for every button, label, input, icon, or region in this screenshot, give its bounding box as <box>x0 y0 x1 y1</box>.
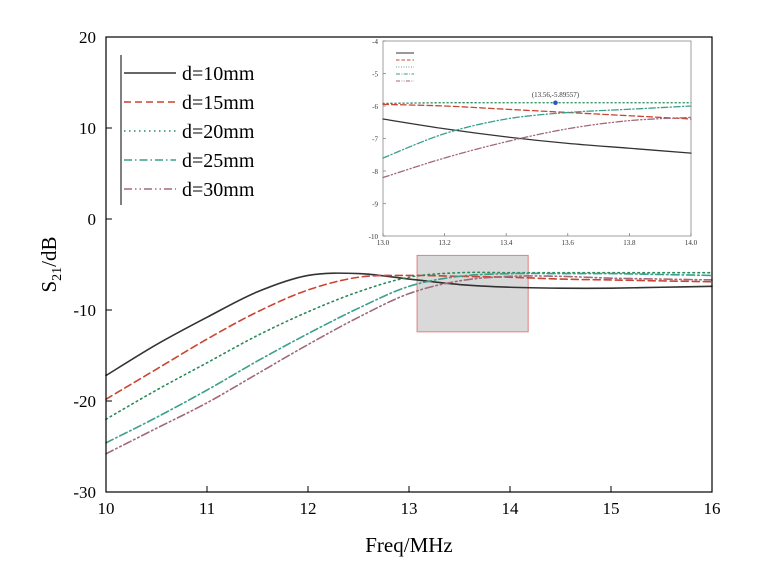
main-plot: 10 11 12 13 14 15 16 -30 -20 -10 0 10 20 Freq/MHz S21/… <box>37 28 721 557</box>
y-tick-label: 10 <box>79 119 96 138</box>
inset-series-line-4 <box>382 105 692 159</box>
inset-series-line-1 <box>382 118 692 154</box>
legend-label: d=30mm <box>182 179 255 201</box>
x-axis-label: Freq/MHz <box>365 533 453 557</box>
inset-series-line-2 <box>382 103 692 120</box>
x-tick-label: 11 <box>199 499 215 518</box>
inset-x-tick-label: 14.0 <box>685 239 698 247</box>
legend-label: d=20mm <box>182 121 255 143</box>
inset-series-line-3 <box>382 102 692 105</box>
x-tick-label: 10 <box>98 499 115 518</box>
inset-x-tick-label: 13.4 <box>500 239 513 247</box>
y-tick-label: -30 <box>73 483 96 502</box>
y-tick-label: -10 <box>73 301 96 320</box>
x-tick-label: 14 <box>502 499 520 518</box>
inset-y-tick-label: -6 <box>372 103 378 111</box>
legend: d=10mm d=15mm d=20mm d=25mm d=30mm <box>120 55 255 205</box>
x-tick-label: 13 <box>401 499 418 518</box>
inset-x-tick-label: 13.2 <box>438 239 451 247</box>
inset-x-tick-label: 13.6 <box>562 239 575 247</box>
inset-y-tick-label: -5 <box>372 71 378 79</box>
inset-frame <box>382 40 692 237</box>
legend-label: d=10mm <box>182 63 255 85</box>
inset-y-tick-label: -9 <box>372 201 378 209</box>
x-tick-label: 16 <box>704 499 721 518</box>
series-line-1 <box>105 272 713 377</box>
y-tick-label: -20 <box>73 392 96 411</box>
inset-x-tick-label: 13.0 <box>377 239 390 247</box>
legend-label: d=25mm <box>182 150 255 172</box>
series-line-2 <box>105 274 713 400</box>
inset-annotation-label: (13.56,-5.89557) <box>532 91 580 99</box>
inset-plot: 13.0 13.2 13.4 13.6 13.8 14.0 -4 -5 -6 -7 -8 -9 -10 (… <box>369 38 698 247</box>
x-tick-label: 15 <box>603 499 620 518</box>
x-tick-label: 12 <box>300 499 317 518</box>
y-tick-label: 20 <box>79 28 96 47</box>
legend-label: d=15mm <box>182 92 255 114</box>
series-line-3 <box>105 271 713 420</box>
y-axis-label: S21/dB <box>37 236 65 292</box>
y-tick-label: 0 <box>88 210 97 229</box>
inset-y-tick-label: -10 <box>369 233 379 241</box>
inset-y-tick-label: -8 <box>372 168 378 176</box>
inset-y-tick-label: -4 <box>372 38 378 46</box>
zoom-region <box>416 254 529 333</box>
inset-annotation-marker <box>553 100 558 106</box>
inset-series-line-5 <box>382 116 692 179</box>
inset-x-tick-label: 13.8 <box>623 239 636 247</box>
inset-y-tick-label: -7 <box>372 136 378 144</box>
series-line-5 <box>105 275 713 455</box>
series-line-4 <box>105 272 713 444</box>
